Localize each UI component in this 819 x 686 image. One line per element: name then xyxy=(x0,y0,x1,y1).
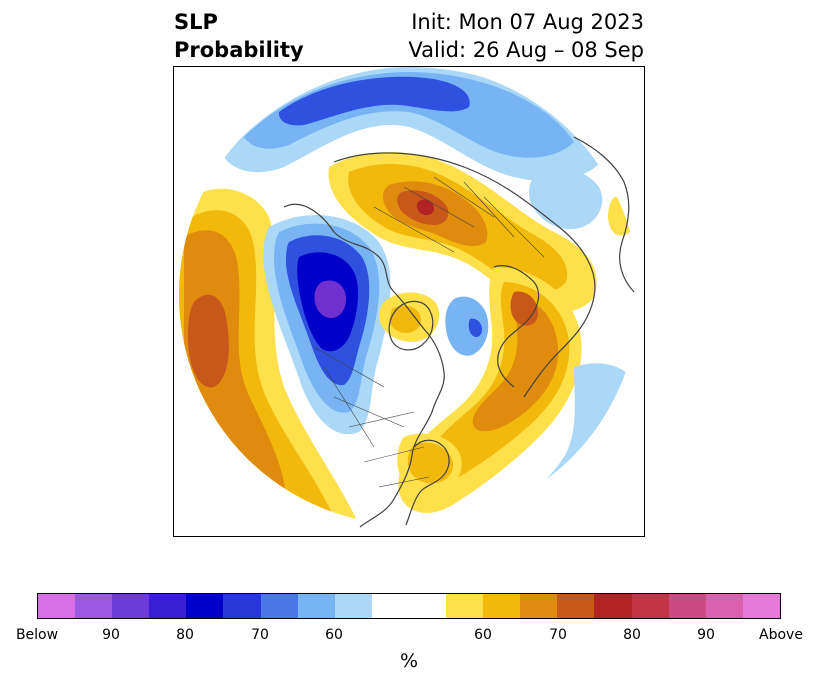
colorbar-tick-label: 90 xyxy=(697,627,715,643)
arctic-below-70 xyxy=(278,76,470,126)
coastline-us-east xyxy=(405,439,450,526)
colorbar-segment xyxy=(668,594,706,618)
map-title-variable: SLP Probability xyxy=(174,8,304,64)
colorbar-tick-label: Below xyxy=(15,627,59,643)
coastline-north-america xyxy=(283,203,445,528)
coastline-eurasia xyxy=(333,152,596,398)
map-frame xyxy=(173,66,645,537)
coastline-asia-east xyxy=(573,136,635,293)
map-title-dates: Init: Mon 07 Aug 2023 Valid: 26 Aug – 08… xyxy=(408,8,644,64)
colorbar-tick-label: 60 xyxy=(474,627,492,643)
colorbar-segment xyxy=(186,594,224,618)
coastlines xyxy=(283,136,635,528)
colorbar-tick-label: 90 xyxy=(102,627,120,643)
europe-above-80 xyxy=(510,291,538,326)
colorbar-segment xyxy=(260,594,298,618)
colorbar-tick-label: 80 xyxy=(623,627,641,643)
colorbar-tick-label: 80 xyxy=(176,627,194,643)
colorbar-segment xyxy=(520,594,558,618)
colorbar-segment xyxy=(334,594,372,618)
colorbar-segment xyxy=(742,594,780,618)
coastline-europe xyxy=(493,265,540,388)
us-east-above-60 xyxy=(407,442,454,484)
colorbar-segment xyxy=(446,594,484,618)
colorbar-segment xyxy=(705,594,743,618)
colorbar xyxy=(37,593,781,619)
europe-below-50 xyxy=(529,168,603,230)
pacific-above-80 xyxy=(188,294,229,388)
colorbar-unit-label: % xyxy=(399,650,419,672)
colorbar-tick-label: 60 xyxy=(325,627,343,643)
colorbar-segment xyxy=(371,594,409,618)
atlantic-below-70 xyxy=(468,318,482,337)
title-init-date: Init: Mon 07 Aug 2023 xyxy=(411,10,644,34)
na-below-90 xyxy=(314,280,346,319)
colorbar-segment xyxy=(483,594,521,618)
colorbar-segment xyxy=(149,594,187,618)
title-valid-range: Valid: 26 Aug – 08 Sep xyxy=(408,38,644,62)
asia-above-50 xyxy=(608,196,635,236)
polar-map xyxy=(179,67,639,528)
colorbar-segment xyxy=(75,594,113,618)
colorbar-segment xyxy=(594,594,632,618)
borders xyxy=(313,176,545,488)
title-variable-line1: SLP xyxy=(174,10,218,34)
border-lines-na xyxy=(313,346,430,488)
colorbar-tick-label: 70 xyxy=(251,627,269,643)
colorbar-segment xyxy=(297,594,335,618)
colorbar-segment xyxy=(112,594,150,618)
siberia-above-90 xyxy=(416,199,434,216)
colorbar-segment xyxy=(223,594,261,618)
colorbar-segment xyxy=(557,594,595,618)
atlantic-above-70 xyxy=(472,297,559,432)
colorbar-tick-label: 70 xyxy=(549,627,567,643)
colorbar-segment xyxy=(631,594,669,618)
colorbar-tick-label: Above xyxy=(759,627,803,643)
title-variable-line2: Probability xyxy=(174,38,304,62)
coastline-greenland xyxy=(388,300,434,351)
atlantic-below-60 xyxy=(445,296,489,356)
greenland-above-60 xyxy=(389,305,422,333)
probability-field xyxy=(179,67,639,525)
colorbar-segment xyxy=(38,594,76,618)
colorbar-segment xyxy=(408,594,447,618)
border-lines-eurasia xyxy=(373,176,545,258)
